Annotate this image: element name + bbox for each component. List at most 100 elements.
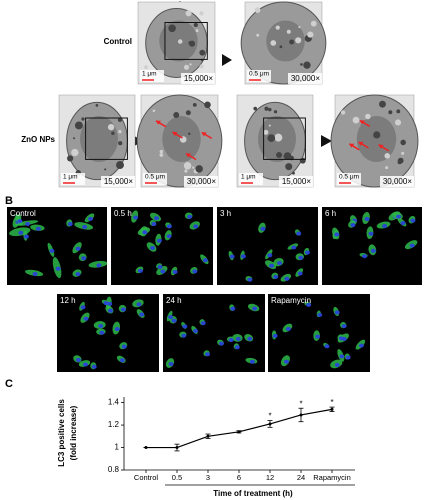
cell-nucleus <box>345 355 351 360</box>
cell-nucleus <box>171 318 177 323</box>
data-point <box>175 446 179 450</box>
organelle <box>379 100 386 108</box>
cell-nucleus <box>187 214 193 219</box>
organelle <box>310 20 317 27</box>
organelle <box>177 39 183 44</box>
cell-nucleus <box>339 354 345 359</box>
red-arrow-head <box>358 141 364 146</box>
organelle <box>188 132 191 136</box>
cell-nucleus <box>200 321 206 326</box>
magnification-label: 30,000× <box>291 74 320 83</box>
organelle <box>107 123 115 131</box>
cell-nucleus <box>400 221 406 226</box>
scale-label: 1 μm <box>142 71 157 78</box>
label-box <box>61 173 85 185</box>
cell-nucleus <box>35 226 41 231</box>
cell-nucleus <box>284 276 290 281</box>
fluorescence-image: 3 h <box>217 207 318 285</box>
inset-box <box>85 117 128 160</box>
organelle <box>168 24 176 33</box>
arrow <box>222 54 232 66</box>
red-arrow-head <box>201 132 207 137</box>
significance-mark: * <box>299 399 302 408</box>
red-arrow-head <box>378 144 384 149</box>
organelle <box>111 131 115 135</box>
organelle <box>195 29 199 33</box>
image-background <box>217 207 318 285</box>
red-arrow-head <box>186 153 192 158</box>
fluorescence-image: 6 h <box>322 207 422 285</box>
cell-nucleus <box>240 254 246 259</box>
label-box <box>288 73 322 84</box>
label-box <box>184 176 218 187</box>
cell-nucleus <box>230 306 236 311</box>
cell-nucleus <box>166 224 172 229</box>
organelle <box>388 110 393 115</box>
cell-nucleus <box>249 359 255 364</box>
cell-nucleus <box>338 336 344 341</box>
row-label: ZnO NPs <box>21 135 55 144</box>
organelle <box>273 110 278 114</box>
cell-nucleus <box>156 238 162 243</box>
cell-nucleus <box>358 343 364 348</box>
organelle <box>184 169 188 173</box>
cell-nucleus <box>283 359 289 364</box>
organelle <box>365 113 371 120</box>
cell-nucleus <box>267 253 273 258</box>
organelle <box>173 111 180 118</box>
label-box <box>247 70 271 82</box>
nucleus <box>356 116 397 162</box>
row-label: Control <box>104 37 132 46</box>
cell-nucleus <box>228 338 234 343</box>
panel-label: C <box>5 378 13 390</box>
cell-nucleus <box>119 358 125 363</box>
organelle <box>183 64 190 70</box>
data-point <box>330 407 334 411</box>
organelle <box>204 101 211 109</box>
cell-nucleus <box>153 216 159 221</box>
organelle <box>270 40 277 46</box>
cell-nucleus <box>277 261 283 266</box>
organelle <box>295 37 302 44</box>
organelle <box>298 26 301 29</box>
organelle <box>268 124 271 127</box>
cell-nucleus <box>91 364 97 369</box>
organelle <box>394 119 402 126</box>
cell-nucleus <box>160 269 166 274</box>
organelle <box>256 33 260 37</box>
cell-nucleus <box>136 302 142 307</box>
data-point <box>299 413 303 417</box>
nucleus <box>266 20 305 62</box>
cell-nucleus <box>202 258 208 263</box>
organelle <box>159 149 164 154</box>
scale-label: 0.5 μm <box>145 174 165 181</box>
cell-nucleus <box>285 326 291 331</box>
arrow <box>321 135 332 147</box>
cell-nucleus <box>114 327 120 332</box>
cell-nucleus <box>234 345 240 350</box>
organelle <box>71 148 79 157</box>
organelle <box>299 157 306 164</box>
organelle <box>117 117 123 123</box>
organelle <box>279 45 283 49</box>
cell-nucleus <box>98 323 104 328</box>
cell-nucleus <box>260 226 266 231</box>
tem-image: 0.5 μm 30,000× <box>330 94 419 188</box>
organelle <box>189 63 192 66</box>
organelle <box>81 117 85 121</box>
fluorescence-image: 24 h <box>163 294 265 372</box>
organelle <box>193 22 198 28</box>
tem-image: 1 μm 15,000× <box>137 1 216 85</box>
tem-image: 0.5 μm 30,000× <box>240 1 327 85</box>
red-arrow-head <box>155 120 161 125</box>
cell-nucleus <box>317 312 323 317</box>
organelle <box>73 137 76 140</box>
magnification-label: 30,000× <box>383 177 412 186</box>
organelle <box>264 106 269 111</box>
organelle <box>400 139 406 146</box>
x-tick-label: Control <box>134 473 159 482</box>
label-box <box>380 176 414 187</box>
cell-nucleus <box>25 222 31 227</box>
label-box <box>143 173 167 185</box>
cell-nucleus <box>82 224 88 229</box>
